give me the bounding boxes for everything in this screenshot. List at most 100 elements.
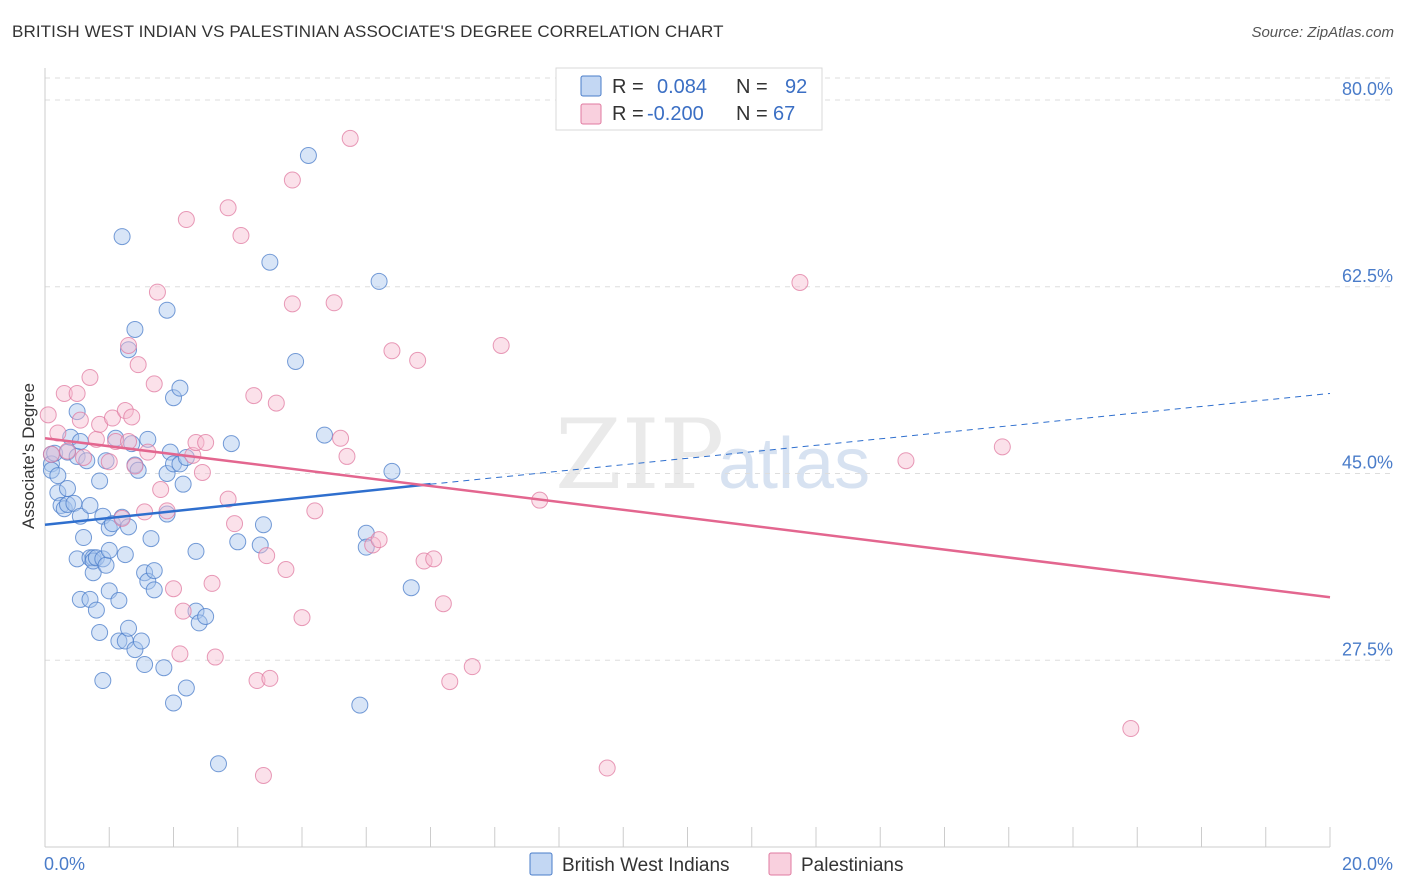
- legend-n-label-blue: N =: [736, 76, 768, 98]
- bwi-point-48: [120, 619, 138, 637]
- pal-point-39: [226, 515, 244, 533]
- pal-point-33: [193, 463, 211, 481]
- bwi-point-49: [120, 341, 138, 359]
- pal-point-42: [248, 672, 266, 690]
- bwi-point-37: [100, 541, 118, 559]
- bwi-point-52: [126, 641, 144, 659]
- bwi-point-41: [110, 591, 128, 609]
- bwi-point-79: [197, 608, 215, 626]
- pal-point-45: [261, 669, 279, 687]
- y-axis-title: Associate's Degree: [19, 383, 38, 529]
- series-legend: British West Indians Palestinians: [529, 852, 903, 876]
- x-tick-label-min: 0.0%: [44, 854, 85, 874]
- pal-point-53: [332, 429, 350, 447]
- pal-point-71: [1122, 720, 1140, 738]
- trend-line-bwi-dashed: [430, 392, 1331, 485]
- pal-point-18: [123, 408, 141, 426]
- pal-point-28: [171, 645, 189, 663]
- legend-r-value-pink: -0.200: [647, 103, 704, 125]
- pal-point-68: [791, 273, 809, 291]
- pal-point-48: [283, 295, 301, 313]
- watermark-atlas: atlas: [718, 424, 870, 504]
- pal-point-62: [434, 595, 452, 613]
- pal-point-43: [254, 767, 272, 785]
- bwi-point-44: [113, 228, 131, 246]
- legend-r-label-blue: R =: [612, 76, 644, 98]
- pal-point-37: [219, 199, 237, 217]
- bwi-point-29: [91, 472, 109, 490]
- bwi-point-78: [190, 614, 208, 632]
- y-tick-label-0: 27.5%: [1342, 639, 1393, 659]
- pal-point-40: [232, 227, 250, 245]
- legend-r-value-blue: 0.084: [657, 76, 707, 98]
- bwi-point-10: [58, 495, 76, 513]
- bottom-legend-label-pink: Palestinians: [801, 855, 903, 876]
- trend-line-bwi-solid: [44, 482, 431, 526]
- pal-point-21: [136, 503, 154, 521]
- pal-point-5: [68, 384, 86, 402]
- y-tick-label-2: 62.5%: [1342, 266, 1393, 286]
- bwi-point-21: [81, 590, 99, 608]
- pal-point-8: [81, 368, 99, 386]
- pal-point-49: [283, 171, 301, 189]
- bwi-point-55: [132, 632, 150, 650]
- bwi-point-19: [75, 529, 93, 547]
- pal-point-70: [993, 438, 1011, 456]
- bwi-point-88: [315, 426, 333, 444]
- pal-point-20: [129, 356, 147, 374]
- series-palestinians-points: [39, 129, 1140, 785]
- bwi-point-80: [209, 755, 227, 773]
- bwi-point-64: [158, 301, 176, 319]
- bwi-point-27: [87, 601, 105, 619]
- bwi-point-61: [145, 562, 163, 580]
- bottom-legend-swatch-blue: [529, 852, 553, 876]
- pal-point-51: [306, 502, 324, 520]
- bwi-point-87: [299, 147, 317, 165]
- pal-point-23: [145, 375, 163, 393]
- bwi-point-58: [139, 572, 157, 590]
- bwi-point-86: [287, 352, 305, 370]
- bwi-point-35: [97, 556, 115, 574]
- bwi-point-73: [174, 475, 192, 493]
- y-axis-tick-labels: 27.5% 45.0% 62.5% 80.0%: [1342, 79, 1393, 659]
- bwi-point-39: [103, 515, 121, 533]
- bwi-point-85: [261, 253, 279, 271]
- pal-point-25: [152, 481, 170, 499]
- bwi-point-94: [402, 579, 420, 597]
- y-tick-label-1: 45.0%: [1342, 453, 1393, 473]
- chart-title: BRITISH WEST INDIAN VS PALESTINIAN ASSOC…: [12, 22, 724, 41]
- bwi-point-31: [94, 672, 112, 690]
- pal-point-4: [58, 442, 76, 460]
- bwi-point-84: [254, 516, 272, 534]
- legend-n-label-pink: N =: [736, 103, 768, 125]
- pal-point-67: [598, 759, 616, 777]
- bwi-point-4: [49, 467, 67, 485]
- pal-point-24: [148, 283, 166, 301]
- bwi-point-63: [155, 659, 173, 677]
- bwi-point-15: [68, 403, 86, 421]
- bwi-point-70: [165, 389, 182, 407]
- pal-point-58: [383, 342, 401, 360]
- bwi-point-83: [251, 536, 269, 554]
- bwi-point-75: [177, 679, 195, 697]
- bwi-point-18: [71, 590, 89, 608]
- bwi-point-51: [126, 320, 144, 338]
- pal-point-7: [75, 449, 93, 466]
- bwi-point-20: [78, 452, 96, 470]
- bwi-point-91: [357, 538, 375, 556]
- x-tick-label-max: 20.0%: [1342, 854, 1393, 874]
- bwi-point-66: [158, 465, 176, 483]
- bwi-point-82: [229, 533, 247, 551]
- bwi-point-77: [187, 542, 205, 560]
- pal-point-46: [267, 394, 285, 412]
- pal-point-65: [492, 336, 510, 354]
- bwi-point-47: [120, 518, 138, 536]
- pal-point-19: [126, 457, 144, 475]
- pal-point-35: [203, 574, 221, 592]
- bwi-point-62: [145, 581, 163, 599]
- y-tick-label-3: 80.0%: [1342, 79, 1393, 99]
- bwi-point-72: [171, 379, 189, 397]
- pal-point-63: [441, 673, 459, 691]
- pal-point-69: [897, 452, 915, 470]
